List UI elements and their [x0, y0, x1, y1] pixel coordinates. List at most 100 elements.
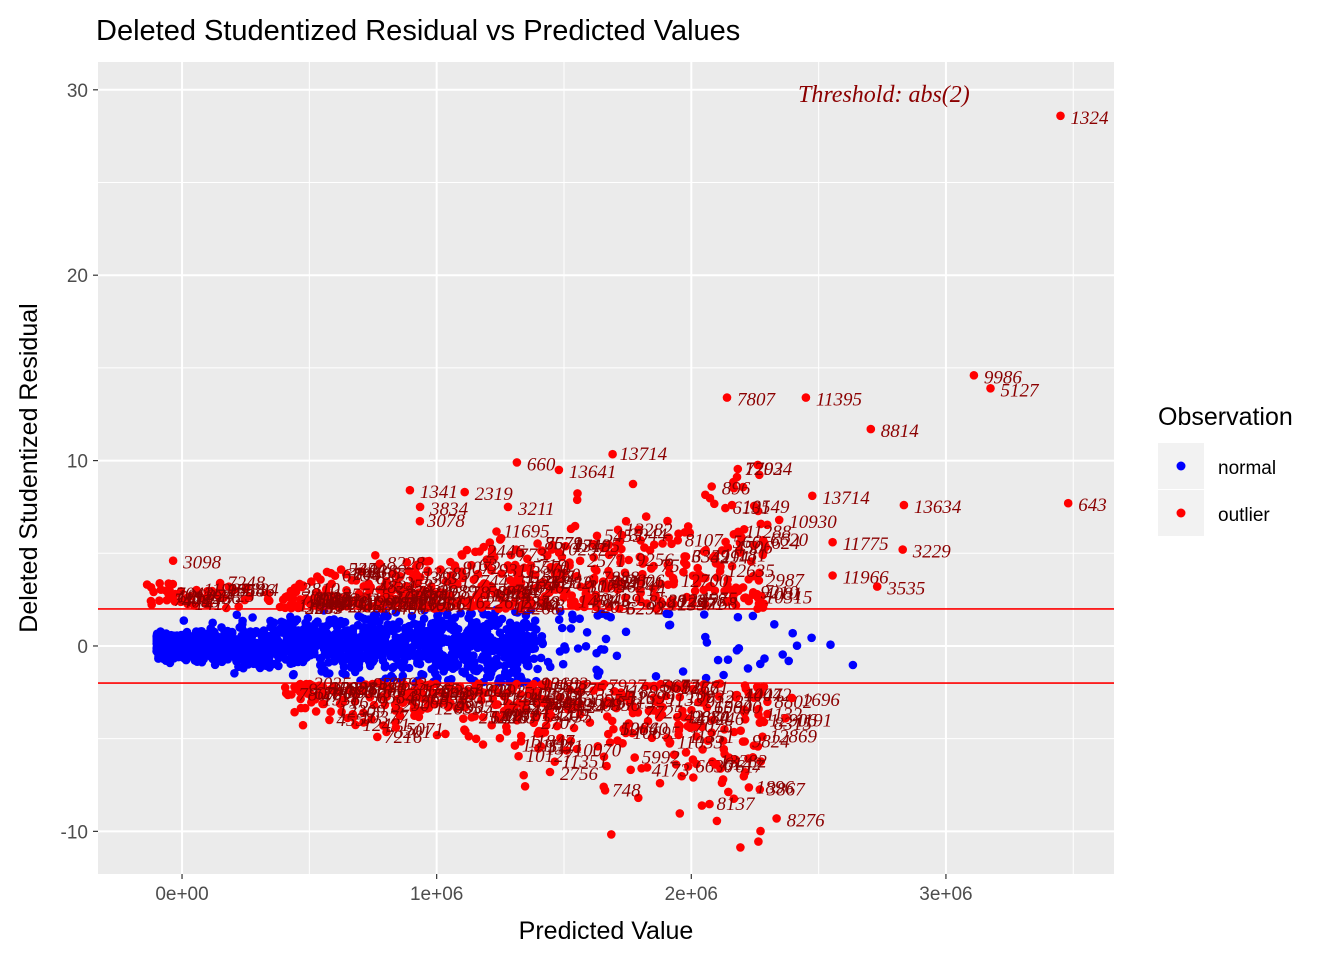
normal-point: [354, 663, 364, 672]
outlier-point: [531, 570, 540, 580]
outlier-point: [480, 688, 489, 698]
outlier-point: [566, 736, 576, 746]
legend-key-normal: [1176, 461, 1186, 471]
overplotted-outlier-label-text: 9377: [681, 678, 721, 699]
normal-point: [227, 627, 237, 637]
overplotted-outlier-label: 2446: [487, 542, 525, 563]
outlier-label: 8315: [774, 714, 812, 735]
normal-point: [303, 613, 313, 623]
outlier-point: [697, 801, 707, 810]
normal-point: [451, 662, 460, 672]
normal-point: [454, 639, 464, 648]
overplotted-outlier-label: 3867: [766, 779, 807, 800]
normal-point: [719, 670, 728, 680]
labeled-outlier-point: [774, 515, 784, 525]
overplotted-outlier-label-text: 5086: [620, 719, 659, 740]
normal-point: [748, 611, 758, 621]
overplotted-outlier-label-text: 6620: [770, 530, 809, 551]
overplotted-outlier-label: 5086: [620, 719, 659, 740]
outlier-point: [727, 561, 737, 571]
labeled-outlier-point: [828, 537, 837, 547]
normal-point: [848, 660, 858, 670]
outlier-point: [599, 752, 609, 761]
outlier-point: [647, 733, 657, 743]
normal-point: [389, 649, 399, 658]
outlier-point: [724, 787, 733, 797]
outlier-point: [673, 536, 683, 545]
normal-point: [458, 650, 468, 659]
normal-point: [269, 659, 279, 669]
outlier-point: [496, 533, 506, 543]
normal-point: [770, 620, 779, 629]
overplotted-outlier-label: 13485: [573, 536, 621, 557]
outlier-point: [146, 583, 156, 592]
normal-point: [575, 614, 584, 623]
outlier-point: [756, 826, 765, 836]
outlier-label: 7617: [726, 757, 766, 778]
outlier-point: [550, 757, 560, 766]
normal-point: [826, 640, 835, 649]
outlier-point: [758, 732, 767, 741]
normal-point: [560, 642, 569, 651]
outlier-point: [509, 586, 519, 595]
labeled-outlier-point: [828, 571, 837, 580]
normal-point: [407, 611, 417, 621]
normal-point: [699, 610, 709, 619]
outlier-point: [692, 579, 702, 588]
outlier-point: [523, 554, 532, 564]
overplotted-outlier-label: 13103: [541, 674, 589, 695]
outlier-point: [482, 555, 492, 564]
outlier-point: [738, 737, 748, 746]
outlier-point: [502, 722, 511, 732]
outlier-point: [561, 541, 570, 551]
normal-point: [778, 650, 787, 659]
normal-point: [292, 648, 302, 658]
outlier-point: [477, 695, 486, 705]
outlier-point: [634, 525, 643, 534]
normal-point: [514, 625, 524, 634]
labeled-outlier-point: [727, 500, 737, 510]
overplotted-outlier-label-text: 7042: [176, 584, 215, 605]
outlier-point: [630, 753, 639, 762]
normal-point: [418, 626, 428, 636]
outlier-point: [609, 724, 618, 734]
normal-point: [807, 633, 816, 643]
outlier-point: [440, 588, 449, 598]
outlier-point: [533, 539, 542, 548]
outlier-label: 643: [1078, 495, 1107, 516]
normal-point: [558, 659, 568, 669]
labeled-outlier-point: [872, 582, 882, 591]
normal-point: [447, 616, 456, 626]
threshold-annotation: Threshold: abs(2): [798, 82, 970, 108]
normal-point: [391, 632, 401, 642]
outlier-point: [551, 581, 561, 590]
outlier-label: 10930: [789, 512, 837, 533]
normal-point: [651, 672, 661, 681]
outlier-point: [731, 755, 740, 764]
normal-point: [322, 621, 332, 631]
outlier-label: 660: [527, 454, 556, 475]
overplotted-outlier-label-text: 10070: [574, 740, 622, 761]
normal-point: [483, 665, 492, 674]
normal-point: [664, 609, 674, 619]
outlier-point: [572, 744, 582, 754]
overplotted-outlier-label-text: 3044: [628, 525, 668, 546]
normal-point: [599, 645, 609, 654]
outlier-point: [739, 525, 749, 534]
outlier-point: [516, 548, 525, 558]
outlier-point: [427, 582, 436, 591]
outlier-point: [382, 727, 391, 737]
outlier-point: [637, 577, 646, 586]
normal-point: [200, 642, 209, 651]
normal-point: [350, 656, 359, 665]
outlier-point: [575, 687, 584, 696]
normal-point: [225, 645, 234, 655]
overplotted-outlier-label: 13714: [620, 444, 668, 465]
outlier-point: [506, 550, 516, 560]
outlier-point: [664, 533, 673, 542]
normal-point: [255, 663, 265, 673]
outlier-point: [621, 593, 630, 602]
normal-point: [581, 642, 591, 651]
outlier-point: [705, 493, 715, 503]
outlier-point: [559, 593, 568, 602]
